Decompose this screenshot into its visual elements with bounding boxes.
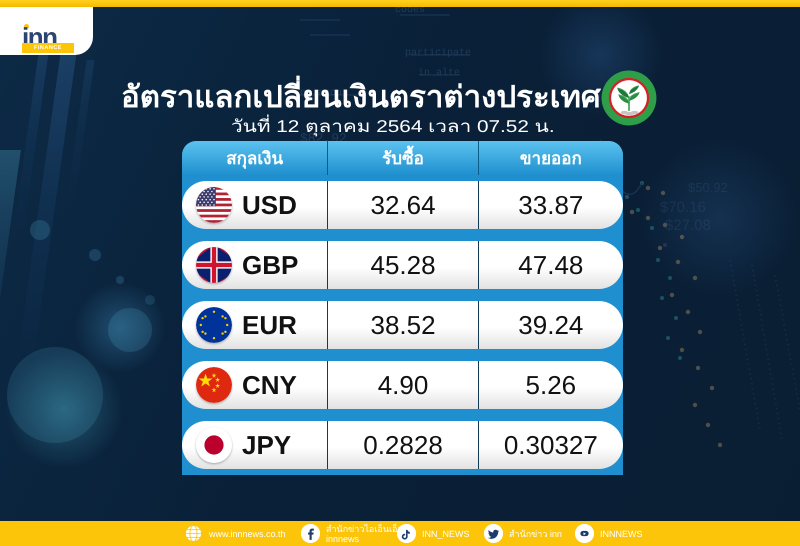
svg-text:$70.16: $70.16 — [660, 199, 706, 216]
svg-text:$50.92: $50.92 — [688, 180, 728, 195]
svg-text:in alte: in alte — [418, 67, 460, 79]
svg-text:$27.08: $27.08 — [665, 217, 711, 234]
svg-text:participate: participate — [405, 47, 471, 59]
